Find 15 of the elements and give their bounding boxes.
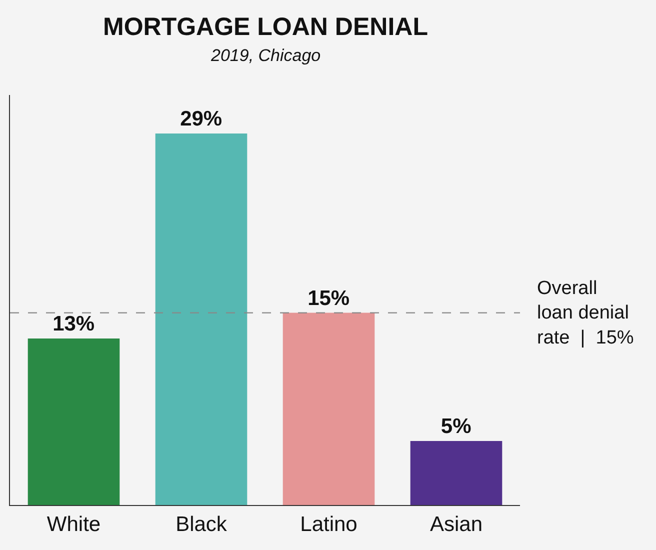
x-tick-label: Latino bbox=[300, 513, 358, 536]
data-label: 15% bbox=[308, 286, 350, 310]
bar bbox=[410, 440, 502, 505]
bar bbox=[28, 338, 120, 505]
chart-title: MORTGAGE LOAN DENIAL bbox=[103, 13, 428, 41]
data-label: 5% bbox=[440, 414, 472, 438]
x-tick-label: Black bbox=[176, 513, 228, 536]
ref-line-label: Overall loan denial rate | 15% bbox=[537, 278, 634, 348]
x-tick-label: Asian bbox=[430, 513, 483, 536]
bar bbox=[282, 312, 375, 505]
data-label: 29% bbox=[180, 107, 222, 130]
chart-subtitle: 2019, Chicago bbox=[210, 46, 321, 65]
x-tick-label: White bbox=[46, 513, 101, 536]
data-label: 13% bbox=[52, 312, 95, 336]
bar bbox=[155, 133, 248, 505]
